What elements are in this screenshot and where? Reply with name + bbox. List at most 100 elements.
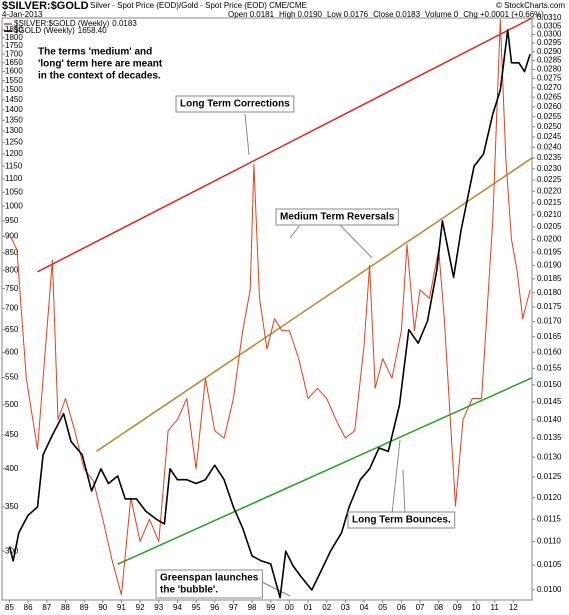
y-tick-label: 1150 [5, 161, 23, 170]
y2-tick-label: 0.0110 [537, 537, 561, 546]
x-tick-label: 00 [285, 603, 294, 612]
x-tick-label: 07 [416, 603, 425, 612]
stat-value: 0.0181 [250, 10, 275, 19]
stat-value: +0.0001 (+0.66%) [480, 10, 544, 19]
stat-label: Volume [425, 10, 452, 19]
y-tick-label: 300 [5, 546, 19, 555]
y2-tick-label: 0.0180 [537, 288, 562, 297]
watermark: © StockCharts.com [496, 1, 565, 10]
y2-tick-label: 0.0125 [537, 472, 562, 481]
y2-tick-label: 0.0225 [537, 175, 562, 184]
annotation-text: Greenspan launches [160, 573, 259, 584]
stat-value: 0.0183 [396, 10, 421, 19]
y-tick-label: 1350 [5, 115, 23, 124]
y2-tick-label: 0.0270 [537, 83, 562, 92]
y2-tick-label: 0.0140 [537, 415, 562, 424]
x-tick-label: 90 [98, 603, 107, 612]
pointer [244, 113, 250, 156]
annotation-text: in the context of decades. [38, 71, 161, 82]
x-tick-label: 89 [80, 603, 89, 612]
y2-tick-label: 0.0310 [537, 13, 562, 22]
annotation: Long Term Bounces. [347, 511, 456, 529]
y2-tick-label: 0.0165 [537, 332, 562, 341]
y2-tick-label: 0.0255 [537, 112, 562, 121]
x-tick-label: 02 [322, 603, 331, 612]
y2-tick-label: 0.0260 [537, 102, 562, 111]
y-tick-label: 950 [5, 216, 19, 225]
annotation-box [155, 569, 263, 599]
stat-value: 0 [454, 10, 459, 19]
stat-value: 0.0190 [298, 10, 323, 19]
y-tick-label: 1550 [5, 76, 23, 85]
y-tick-label: 700 [5, 304, 19, 313]
y2-tick-label: 0.0305 [537, 21, 562, 30]
annotation-text: The terms 'medium' and [38, 47, 152, 58]
stat-label: High [279, 10, 295, 19]
y2-tick-label: 0.0115 [537, 514, 561, 523]
x-tick-label: 11 [491, 603, 500, 612]
x-tick-label: 91 [117, 603, 126, 612]
y2-tick-label: 0.0190 [537, 261, 562, 270]
y2-tick-label: 0.0280 [537, 65, 562, 74]
y2-tick-label: 0.0145 [537, 397, 562, 406]
y-tick-label: 350 [5, 502, 19, 511]
y-tick-label: 1200 [5, 149, 23, 158]
y2-tick-label: 0.0150 [537, 380, 562, 389]
pointer [391, 439, 406, 515]
annotation-box [34, 44, 167, 84]
y-tick-label: 1800 [5, 33, 23, 42]
annotation: Medium Term Reversals [275, 208, 399, 226]
y2-tick-label: 0.0130 [537, 452, 562, 461]
y-tick-label: 1650 [5, 58, 23, 67]
y-tick-label: 1600 [5, 67, 23, 76]
annotation: Long Term Corrections [175, 95, 295, 113]
y-tick-label: 650 [5, 325, 19, 334]
trendline [95, 157, 533, 453]
y2-tick-label: 0.0265 [537, 92, 562, 101]
y-tick-label: 1700 [5, 49, 23, 58]
y2-tick-label: 0.0275 [537, 74, 562, 83]
x-tick-label: 05 [378, 603, 387, 612]
chart-title: $SILVER:$GOLD [2, 0, 89, 12]
annotation-text: Long Term Corrections [180, 99, 290, 110]
annotation-box [347, 511, 456, 529]
x-tick-label: 97 [229, 603, 238, 612]
annotation: The terms 'medium' and'long' term here a… [34, 44, 167, 84]
y-tick-label: 750 [5, 284, 19, 293]
y-tick-label: 850 [5, 248, 19, 257]
y2-tick-label: 0.0185 [537, 274, 562, 283]
y-tick-label: 550 [5, 373, 19, 382]
x-tick-label: 03 [341, 603, 350, 612]
y-tick-label: 1000 [5, 201, 23, 210]
x-tick-label: 98 [248, 603, 257, 612]
y2-tick-label: 0.0155 [537, 363, 562, 372]
y2-tick-label: 0.0245 [537, 132, 562, 141]
y-tick-label: 800 [5, 265, 19, 274]
y-tick-label: 1400 [5, 105, 23, 114]
y2-tick-label: 0.0215 [537, 198, 562, 207]
stats: Open 0.0181 High 0.0190 Low 0.0176 Close 0.0183… [228, 10, 544, 19]
legend-value: 0.0183 [112, 19, 137, 28]
x-tick-label: 12 [509, 603, 518, 612]
x-tick-label: 09 [453, 603, 462, 612]
y-tick-label: 1100 [5, 174, 23, 183]
y2-tick-label: 0.0285 [537, 56, 562, 65]
y2-tick-label: 0.0205 [537, 222, 562, 231]
annotation-text: the 'bubble'. [160, 585, 218, 596]
x-tick-label: 87 [42, 603, 51, 612]
annotation-box [275, 208, 399, 226]
x-tick-label: 99 [266, 603, 275, 612]
x-tick-label: 86 [24, 603, 33, 612]
y2-tick-label: 0.0200 [537, 235, 562, 244]
y2-tick-label: 0.0230 [537, 164, 562, 173]
annotation-text: 'long' term here are meant [38, 59, 163, 70]
y2-tick-label: 0.0210 [537, 210, 562, 219]
y2-tick-label: 0.0170 [537, 317, 562, 326]
y-tick-label: 1250 [5, 137, 23, 146]
chart-subtitle: Silver - Spot Price (EOD)/Gold - Spot Pr… [90, 1, 307, 10]
y-tick-label: 500 [5, 400, 19, 409]
y2-tick-label: 0.0240 [537, 142, 562, 151]
y-tick-label: 1300 [5, 126, 23, 135]
